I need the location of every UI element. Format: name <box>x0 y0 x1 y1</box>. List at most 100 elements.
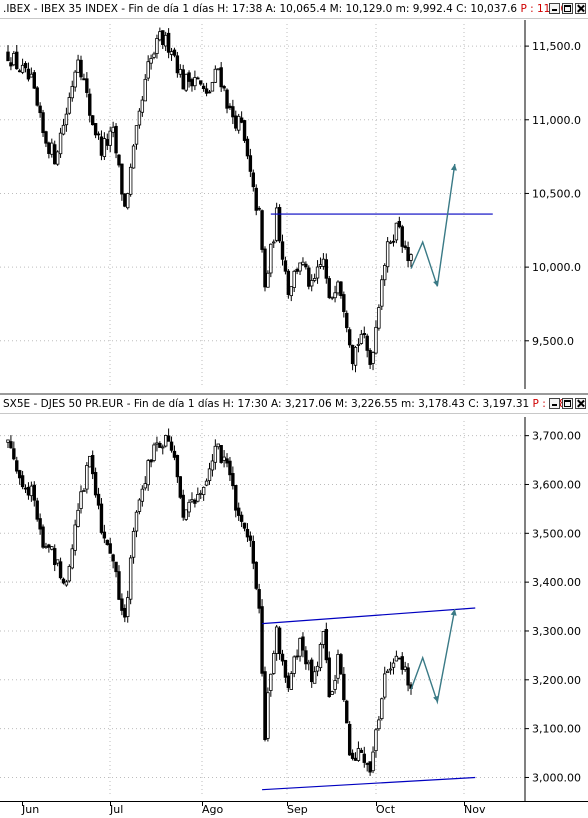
candle <box>362 326 366 339</box>
candle-body <box>234 115 238 129</box>
candle-body <box>44 546 48 549</box>
month-label-sep: Sep <box>287 802 308 816</box>
candle-body <box>266 692 270 739</box>
candle-body <box>32 484 36 501</box>
candle-body <box>312 278 317 281</box>
candle-body <box>263 671 267 741</box>
candle <box>175 51 180 78</box>
candle-body <box>152 53 156 58</box>
candle-body <box>394 222 399 241</box>
sx5e-candlestick-chart[interactable]: 3,700.00 3,600.00 3,500.00 3,400.00 3,300.00… <box>0 395 588 801</box>
candle-body <box>315 266 320 279</box>
candle-body <box>310 659 314 683</box>
candle <box>172 445 177 461</box>
maximize-icon[interactable] <box>562 398 573 409</box>
candle <box>301 632 305 658</box>
candle-body <box>350 344 355 365</box>
candle <box>377 716 381 731</box>
candle <box>23 484 28 493</box>
candle <box>102 132 107 160</box>
candle-body <box>137 110 142 126</box>
candle-body <box>44 131 48 144</box>
candle-body <box>380 698 384 720</box>
candle-body <box>163 434 168 447</box>
candle <box>292 269 296 292</box>
candle-body <box>336 654 340 679</box>
candle <box>266 687 270 742</box>
candle-body <box>67 97 72 114</box>
y-tick-label: 3,000.00 <box>532 771 581 784</box>
candle-body <box>286 270 291 295</box>
candle <box>204 82 209 97</box>
candle <box>44 542 48 549</box>
candle <box>333 285 337 303</box>
candle <box>347 721 352 756</box>
candle-body <box>234 484 238 511</box>
candle-body <box>90 115 95 126</box>
candle-body <box>345 700 349 724</box>
candle <box>307 265 311 290</box>
candle <box>260 599 264 677</box>
candle <box>394 222 399 244</box>
candle-body <box>251 172 256 188</box>
close-icon[interactable] <box>575 398 586 409</box>
candle-body <box>397 657 402 660</box>
candle <box>239 111 244 124</box>
candle-body <box>149 58 153 64</box>
candle-body <box>248 535 253 541</box>
candle <box>383 263 387 286</box>
candle-body <box>166 32 171 53</box>
projection-dip-arrowhead <box>433 695 439 702</box>
candle-body <box>307 267 311 287</box>
candle <box>397 216 402 229</box>
minimize-icon[interactable] <box>549 3 560 14</box>
candle <box>53 544 57 572</box>
candle <box>44 130 48 148</box>
candle <box>23 61 28 73</box>
candle-body <box>260 606 264 674</box>
candle-body <box>225 89 229 109</box>
candle-body <box>161 446 165 449</box>
candle-body <box>254 561 258 589</box>
candle-body <box>377 307 381 329</box>
sx5e-chart-pane[interactable]: SX5E - DJES 50 PR.EUR - Fin de día 1 día… <box>0 395 588 801</box>
candle <box>356 741 361 762</box>
candle-body <box>111 554 115 562</box>
maximize-icon[interactable] <box>562 3 573 14</box>
candle-body <box>199 80 203 85</box>
candle <box>90 450 95 480</box>
candle <box>58 557 63 580</box>
ibex-title-bar[interactable]: .IBEX - IBEX 35 INDEX - Fin de día 1 día… <box>0 0 588 19</box>
candle-body <box>324 259 329 279</box>
ibex-candlestick-chart[interactable]: 11,500.0 11,000.0 10,500.0 10,000.0 9,500.0 <box>0 0 588 393</box>
close-icon[interactable] <box>575 3 586 14</box>
candle <box>161 30 165 49</box>
ibex-chart-pane[interactable]: .IBEX - IBEX 35 INDEX - Fin de día 1 día… <box>0 0 588 393</box>
candle-body <box>20 64 25 73</box>
candle <box>254 561 258 591</box>
candle <box>406 663 410 692</box>
candle-body <box>377 719 381 730</box>
candle-body <box>53 144 57 165</box>
time-axis[interactable]: Jun Jul Ago Sep Oct Nov <box>0 801 588 818</box>
candle <box>295 649 299 660</box>
candle <box>342 667 346 702</box>
candle-body <box>210 82 215 92</box>
candle-body <box>155 38 159 54</box>
minimize-icon[interactable] <box>549 398 560 409</box>
sx5e-title-bar[interactable]: SX5E - DJES 50 PR.EUR - Fin de día 1 día… <box>0 395 588 414</box>
candle-body <box>35 500 39 520</box>
candle-body <box>26 486 31 496</box>
candle <box>347 327 352 348</box>
pane-divider[interactable] <box>0 393 588 395</box>
candle <box>327 651 331 698</box>
candle-body <box>403 666 407 670</box>
candle <box>397 657 402 660</box>
channel-upper-line <box>262 607 476 625</box>
sx5e-window-controls <box>549 398 586 410</box>
candle-body <box>102 138 107 157</box>
candle-body <box>79 59 83 78</box>
candle <box>242 522 247 532</box>
candle-body <box>131 145 136 169</box>
candle-body <box>292 270 296 288</box>
